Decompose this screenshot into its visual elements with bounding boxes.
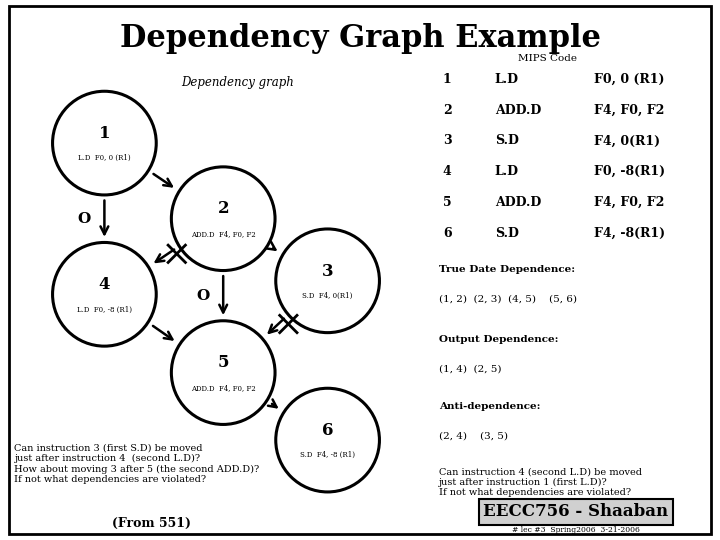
- Text: F0, 0 (R1): F0, 0 (R1): [594, 73, 665, 86]
- Text: (2, 4)    (3, 5): (2, 4) (3, 5): [439, 432, 508, 441]
- Text: ADD.D  F4, F0, F2: ADD.D F4, F0, F2: [191, 230, 256, 238]
- Text: True Date Dependence:: True Date Dependence:: [439, 265, 575, 274]
- Text: 4: 4: [443, 165, 451, 178]
- Text: 1: 1: [99, 125, 110, 142]
- Text: 5: 5: [443, 196, 451, 209]
- Text: # lec #3  Spring2006  3-21-2006: # lec #3 Spring2006 3-21-2006: [512, 526, 640, 534]
- Text: ADD.D  F4, F0, F2: ADD.D F4, F0, F2: [191, 384, 256, 392]
- Text: Output Dependence:: Output Dependence:: [439, 335, 559, 344]
- Text: MIPS Code: MIPS Code: [518, 54, 577, 63]
- Text: L.D  F0, 0 (R1): L.D F0, 0 (R1): [78, 154, 131, 162]
- Text: F4, -8(R1): F4, -8(R1): [594, 227, 665, 240]
- Ellipse shape: [53, 91, 156, 195]
- Text: 2: 2: [217, 200, 229, 218]
- Text: O: O: [197, 289, 210, 302]
- Text: Dependency Graph Example: Dependency Graph Example: [120, 23, 600, 53]
- Text: L.D: L.D: [495, 165, 518, 178]
- Text: EECC756 - Shaaban: EECC756 - Shaaban: [483, 503, 669, 521]
- Text: 4: 4: [99, 276, 110, 293]
- Text: Can instruction 4 (second L.D) be moved
just after instruction 1 (first L.D)?
If: Can instruction 4 (second L.D) be moved …: [439, 467, 642, 497]
- Text: ADD.D: ADD.D: [495, 196, 541, 209]
- Text: 3: 3: [443, 134, 451, 147]
- Text: (1, 4)  (2, 5): (1, 4) (2, 5): [439, 364, 502, 374]
- Text: Anti-dependence:: Anti-dependence:: [439, 402, 541, 411]
- Text: Dependency graph: Dependency graph: [181, 76, 294, 89]
- Text: 6: 6: [443, 227, 451, 240]
- Text: 3: 3: [322, 262, 333, 280]
- Ellipse shape: [53, 242, 156, 346]
- Text: F4, F0, F2: F4, F0, F2: [594, 104, 665, 117]
- Text: 1: 1: [443, 73, 451, 86]
- Text: 2: 2: [443, 104, 451, 117]
- Ellipse shape: [171, 321, 275, 424]
- Ellipse shape: [276, 388, 379, 492]
- Text: Can instruction 3 (first S.D) be moved
just after instruction 4  (second L.D)?
H: Can instruction 3 (first S.D) be moved j…: [14, 444, 260, 484]
- Ellipse shape: [171, 167, 275, 271]
- Text: 5: 5: [217, 354, 229, 372]
- Text: S.D: S.D: [495, 227, 518, 240]
- Text: O: O: [78, 212, 91, 226]
- Text: S.D: S.D: [495, 134, 518, 147]
- Text: (1, 2)  (2, 3)  (4, 5)    (5, 6): (1, 2) (2, 3) (4, 5) (5, 6): [439, 294, 577, 303]
- Text: L.D: L.D: [495, 73, 518, 86]
- Text: L.D  F0, -8 (R1): L.D F0, -8 (R1): [77, 306, 132, 313]
- Text: F4, F0, F2: F4, F0, F2: [594, 196, 665, 209]
- Text: F4, 0(R1): F4, 0(R1): [594, 134, 660, 147]
- Text: (From 551): (From 551): [112, 517, 191, 530]
- Text: 6: 6: [322, 422, 333, 439]
- Text: S.D  F4, 0(R1): S.D F4, 0(R1): [302, 292, 353, 300]
- Text: ADD.D: ADD.D: [495, 104, 541, 117]
- Text: F0, -8(R1): F0, -8(R1): [594, 165, 665, 178]
- Text: S.D  F4, -8 (R1): S.D F4, -8 (R1): [300, 451, 355, 459]
- Ellipse shape: [276, 229, 379, 333]
